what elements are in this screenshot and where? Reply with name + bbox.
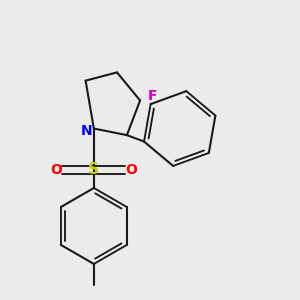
Text: S: S (88, 162, 99, 177)
Text: O: O (51, 163, 62, 177)
Text: F: F (148, 89, 157, 103)
Text: N: N (81, 124, 92, 138)
Text: O: O (125, 163, 137, 177)
